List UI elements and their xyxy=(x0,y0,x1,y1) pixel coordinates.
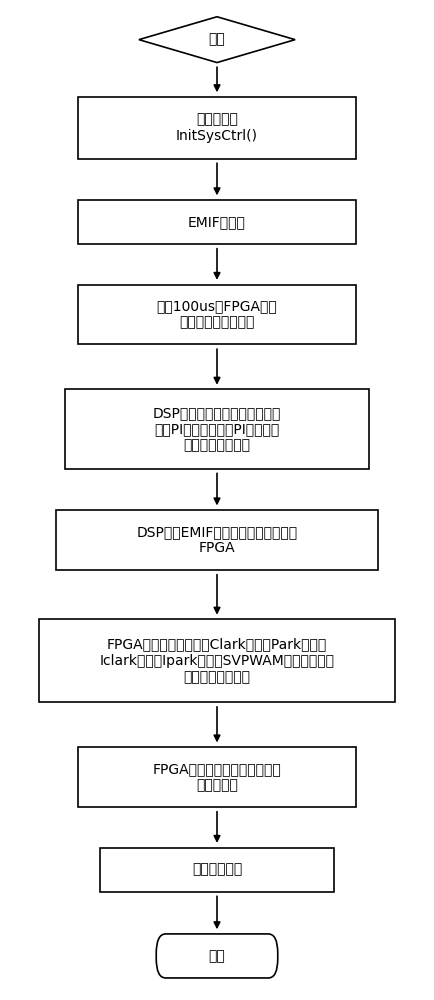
FancyBboxPatch shape xyxy=(78,747,356,807)
Text: 开始: 开始 xyxy=(209,33,225,47)
FancyBboxPatch shape xyxy=(56,510,378,570)
Text: FPGA实现电流环控制，Clark变换、Park变换、
Iclark变换、Ipark变换、SVPWAM、从而计算出
最终输出的占空比: FPGA实现电流环控制，Clark变换、Park变换、 Iclark变换、Ipa… xyxy=(99,638,335,684)
Text: 结束: 结束 xyxy=(209,949,225,963)
FancyBboxPatch shape xyxy=(78,285,356,344)
FancyBboxPatch shape xyxy=(100,848,334,892)
Text: 系统初始化
InitSysCtrl(): 系统初始化 InitSysCtrl() xyxy=(176,113,258,143)
Text: 控制电机转动: 控制电机转动 xyxy=(192,863,242,877)
Text: 周期100us与FPGA进行
通信采集编码器位置: 周期100us与FPGA进行 通信采集编码器位置 xyxy=(157,299,277,330)
FancyBboxPatch shape xyxy=(39,619,395,702)
FancyBboxPatch shape xyxy=(156,934,278,978)
Text: DSP通过EMIF接口将设定电流发送给
FPGA: DSP通过EMIF接口将设定电流发送给 FPGA xyxy=(136,525,298,555)
Polygon shape xyxy=(139,17,295,63)
Text: FPGA将计算出的占空比驱动功
率开关器件: FPGA将计算出的占空比驱动功 率开关器件 xyxy=(153,762,281,792)
FancyBboxPatch shape xyxy=(78,200,356,244)
Text: EMIF初始化: EMIF初始化 xyxy=(188,215,246,229)
FancyBboxPatch shape xyxy=(65,389,369,469)
Text: DSP计算速度与设定电流，实现
位置PI控制环与速度PI控制环，
并计算出设定电流: DSP计算速度与设定电流，实现 位置PI控制环与速度PI控制环， 并计算出设定电… xyxy=(153,406,281,452)
FancyBboxPatch shape xyxy=(78,97,356,159)
